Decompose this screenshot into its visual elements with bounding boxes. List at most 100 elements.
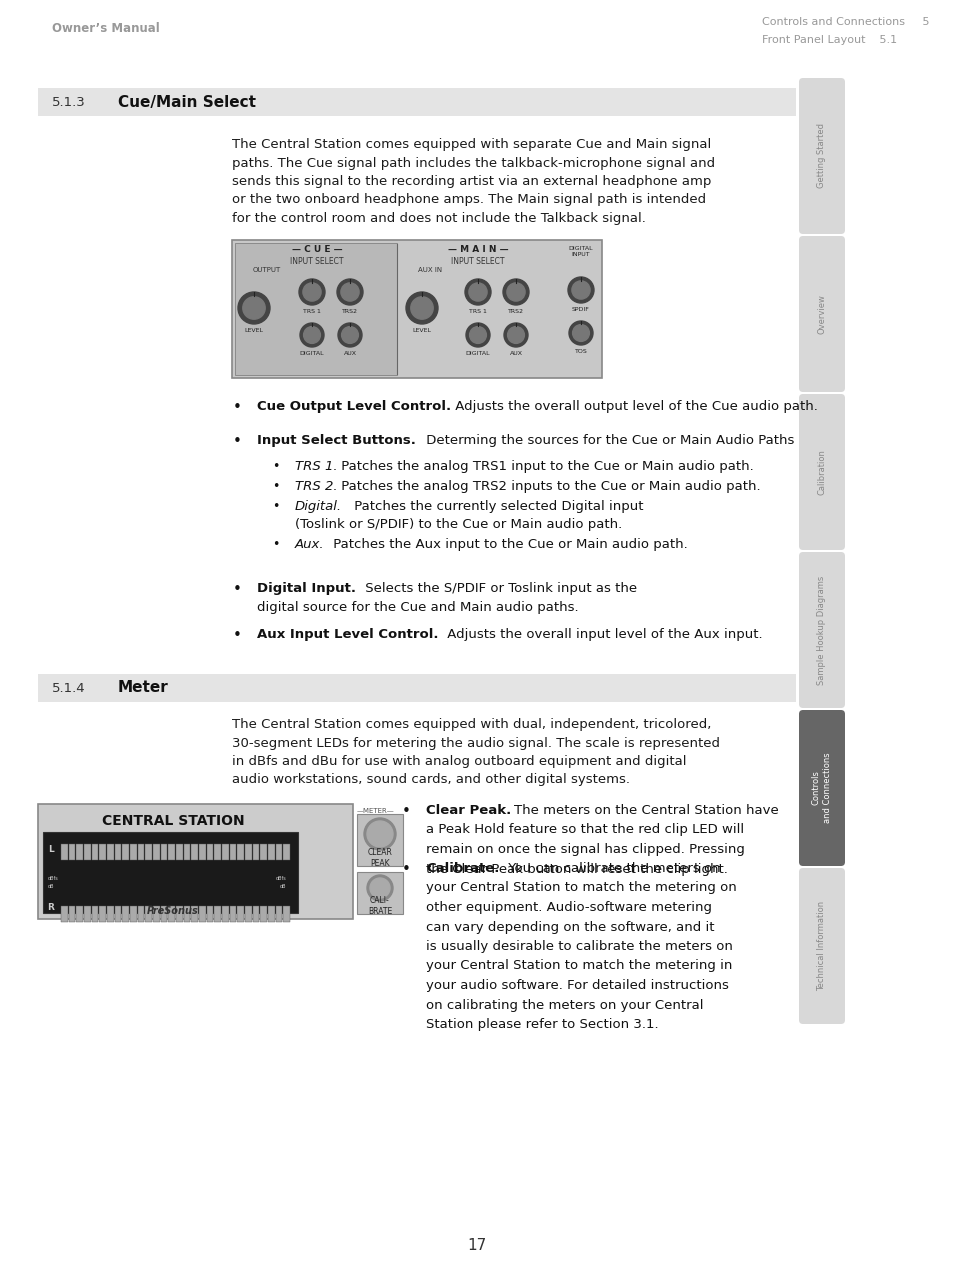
Text: paths. The Cue signal path includes the talkback-microphone signal and: paths. The Cue signal path includes the … bbox=[232, 156, 715, 169]
Bar bbox=[237, 906, 244, 922]
Text: a Peak Hold feature so that the red clip LED will: a Peak Hold feature so that the red clip… bbox=[426, 823, 743, 837]
Bar bbox=[356, 872, 402, 914]
Bar bbox=[91, 906, 98, 922]
Bar bbox=[275, 845, 282, 860]
Text: AUX: AUX bbox=[343, 351, 356, 356]
Bar bbox=[232, 240, 601, 378]
Text: LEVEL: LEVEL bbox=[412, 328, 431, 333]
Circle shape bbox=[337, 323, 361, 347]
Text: Determing the sources for the Cue or Main Audio Paths: Determing the sources for the Cue or Mai… bbox=[421, 434, 794, 447]
Text: Calibration: Calibration bbox=[817, 450, 825, 495]
Text: •: • bbox=[272, 480, 279, 493]
Bar bbox=[268, 906, 274, 922]
Bar bbox=[122, 845, 129, 860]
Circle shape bbox=[340, 283, 358, 301]
Text: Front Panel Layout    5.1: Front Panel Layout 5.1 bbox=[761, 36, 896, 44]
Text: Sample Hookup Diagrams: Sample Hookup Diagrams bbox=[817, 575, 825, 685]
Bar bbox=[152, 845, 159, 860]
Circle shape bbox=[367, 875, 393, 900]
Text: AUX: AUX bbox=[509, 351, 522, 356]
Circle shape bbox=[503, 323, 527, 347]
Circle shape bbox=[341, 326, 358, 343]
Text: Technical Information: Technical Information bbox=[817, 900, 825, 991]
Bar bbox=[61, 845, 68, 860]
Text: your Central Station to match the metering in: your Central Station to match the meteri… bbox=[426, 960, 732, 973]
FancyBboxPatch shape bbox=[799, 710, 844, 866]
Circle shape bbox=[572, 325, 589, 342]
Text: Station please refer to Section 3.1.: Station please refer to Section 3.1. bbox=[426, 1019, 658, 1031]
Bar bbox=[192, 906, 198, 922]
Text: Adjusts the overall output level of the Cue audio path.: Adjusts the overall output level of the … bbox=[451, 400, 817, 413]
Circle shape bbox=[370, 878, 390, 898]
FancyBboxPatch shape bbox=[799, 77, 844, 234]
Bar bbox=[184, 845, 191, 860]
Text: TRS 1: TRS 1 bbox=[303, 309, 320, 314]
Text: CALI-
BRATE: CALI- BRATE bbox=[368, 897, 392, 916]
Text: can vary depending on the software, and it: can vary depending on the software, and … bbox=[426, 921, 714, 933]
Text: — C U E —: — C U E — bbox=[292, 245, 342, 254]
Text: •: • bbox=[233, 582, 241, 597]
Text: for the control room and does not include the Talkback signal.: for the control room and does not includ… bbox=[232, 212, 645, 225]
Bar bbox=[199, 845, 206, 860]
Text: on calibrating the meters on your Central: on calibrating the meters on your Centra… bbox=[426, 998, 702, 1011]
Text: audio workstations, sound cards, and other digital systems.: audio workstations, sound cards, and oth… bbox=[232, 773, 629, 786]
Bar bbox=[207, 845, 213, 860]
Circle shape bbox=[506, 283, 524, 301]
Text: TRS2: TRS2 bbox=[507, 309, 523, 314]
Text: R: R bbox=[48, 903, 54, 912]
Bar bbox=[69, 845, 75, 860]
Text: •: • bbox=[233, 434, 241, 450]
Bar bbox=[175, 906, 182, 922]
Text: •: • bbox=[401, 862, 410, 878]
Bar bbox=[260, 906, 267, 922]
Text: dB: dB bbox=[48, 884, 54, 889]
Bar bbox=[192, 845, 198, 860]
Bar bbox=[38, 674, 795, 702]
Text: 5.1.3: 5.1.3 bbox=[52, 95, 86, 108]
Text: DIGITAL: DIGITAL bbox=[299, 351, 324, 356]
Bar bbox=[137, 845, 144, 860]
Text: TRS2: TRS2 bbox=[341, 309, 357, 314]
Bar bbox=[222, 845, 229, 860]
Text: digital source for the Cue and Main audio paths.: digital source for the Cue and Main audi… bbox=[256, 602, 578, 615]
Text: 17: 17 bbox=[467, 1237, 486, 1252]
Bar bbox=[268, 845, 274, 860]
Bar bbox=[107, 906, 113, 922]
Text: DIGITAL: DIGITAL bbox=[568, 245, 593, 250]
Circle shape bbox=[469, 283, 487, 301]
Bar bbox=[137, 906, 144, 922]
Text: The Central Station comes equipped with dual, independent, tricolored,: The Central Station comes equipped with … bbox=[232, 718, 711, 732]
Text: You can calibrate the meters on: You can calibrate the meters on bbox=[503, 862, 720, 875]
Text: INPUT: INPUT bbox=[571, 253, 590, 258]
Text: LEVEL: LEVEL bbox=[244, 328, 263, 333]
Text: dBfs: dBfs bbox=[48, 875, 59, 880]
Circle shape bbox=[507, 326, 524, 343]
FancyBboxPatch shape bbox=[799, 236, 844, 392]
Text: Clear Peak.: Clear Peak. bbox=[426, 804, 511, 817]
Circle shape bbox=[567, 277, 594, 304]
Bar bbox=[237, 845, 244, 860]
Text: •: • bbox=[272, 460, 279, 472]
Bar bbox=[69, 906, 75, 922]
Bar bbox=[214, 906, 221, 922]
Circle shape bbox=[568, 321, 593, 345]
Text: Controls and Connections     5: Controls and Connections 5 bbox=[761, 17, 928, 27]
Circle shape bbox=[465, 323, 490, 347]
Bar bbox=[230, 845, 236, 860]
Text: Patches the currently selected Digital input: Patches the currently selected Digital i… bbox=[350, 500, 643, 513]
Text: Digital.: Digital. bbox=[294, 500, 342, 513]
Bar bbox=[207, 906, 213, 922]
Text: Aux.: Aux. bbox=[294, 538, 324, 551]
Text: CENTRAL STATION: CENTRAL STATION bbox=[102, 814, 244, 828]
Text: Digital Input.: Digital Input. bbox=[256, 582, 355, 596]
Circle shape bbox=[336, 279, 363, 305]
Bar bbox=[184, 906, 191, 922]
Text: •: • bbox=[272, 500, 279, 513]
Bar bbox=[130, 845, 136, 860]
Text: Controls
and Connections: Controls and Connections bbox=[811, 753, 831, 823]
Text: the Clear Peak button will reset the clip light.: the Clear Peak button will reset the cli… bbox=[426, 862, 727, 875]
Text: •: • bbox=[233, 627, 241, 643]
Text: your audio software. For detailed instructions: your audio software. For detailed instru… bbox=[426, 979, 728, 992]
Text: INPUT SELECT: INPUT SELECT bbox=[451, 258, 504, 267]
Text: TRS 2.: TRS 2. bbox=[294, 480, 337, 493]
